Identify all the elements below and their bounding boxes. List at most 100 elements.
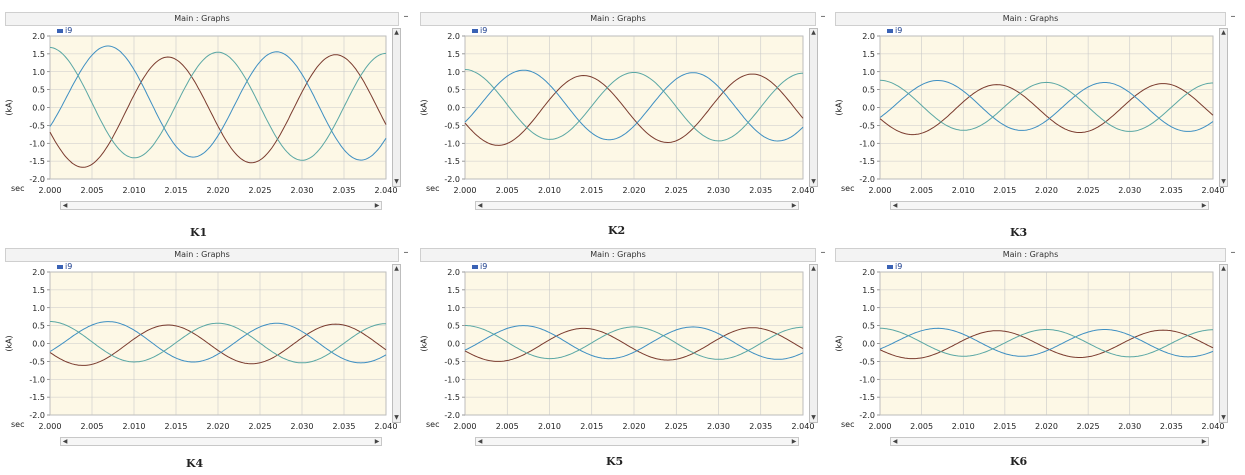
- scroll-left-icon[interactable]: ◀: [892, 438, 898, 445]
- scroll-left-icon[interactable]: ◀: [892, 202, 898, 209]
- vertical-scrollbar[interactable]: ▲ ▼: [809, 28, 818, 187]
- phase-a-line: [464, 73, 804, 146]
- x-tick-label: 2.020: [207, 422, 230, 431]
- scroll-down-icon[interactable]: ▼: [1221, 178, 1226, 185]
- scroll-right-icon[interactable]: ▶: [374, 202, 380, 209]
- horizontal-scrollbar[interactable]: ◀ ▶: [890, 201, 1209, 210]
- x-tick-label: 2.030: [707, 422, 730, 431]
- x-axis-unit: sec: [11, 184, 25, 193]
- panel-title: Main : Graphs: [5, 12, 399, 26]
- x-tick-label: 2.010: [952, 186, 975, 195]
- legend-swatch-icon: [887, 28, 893, 33]
- x-tick-label: 2.025: [665, 186, 688, 195]
- y-tick-label: -0.5: [29, 357, 45, 366]
- x-tick-label: 2.010: [123, 186, 146, 195]
- scroll-down-icon[interactable]: ▼: [811, 178, 816, 185]
- x-tick-label: 2.020: [623, 422, 646, 431]
- scroll-left-icon[interactable]: ◀: [477, 438, 483, 445]
- y-tick-label: 0.5: [862, 86, 875, 95]
- scroll-right-icon[interactable]: ▶: [374, 438, 380, 445]
- scroll-left-icon[interactable]: ◀: [62, 438, 68, 445]
- minimize-button[interactable]: –: [403, 11, 409, 22]
- y-tick-label: 2.0: [32, 268, 45, 277]
- scroll-down-icon[interactable]: ▼: [811, 414, 816, 421]
- vertical-scrollbar[interactable]: ▲ ▼: [392, 264, 401, 423]
- vertical-scrollbar[interactable]: ▲ ▼: [809, 264, 818, 423]
- y-tick-label: -2.0: [444, 411, 460, 420]
- scroll-up-icon[interactable]: ▲: [1221, 265, 1226, 272]
- x-tick-label: 2.040: [792, 422, 815, 431]
- y-tick-label: 2.0: [447, 268, 460, 277]
- vertical-scrollbar[interactable]: ▲ ▼: [1219, 28, 1228, 187]
- y-tick-label: -1.0: [444, 139, 460, 148]
- line-chart-5: 2.0 1.5 1.0 0.5 0.0 -0.5 -1.0 -1.5 -2.0 2.000 2.00…: [426, 268, 815, 431]
- phase-b-line: [464, 69, 804, 142]
- y-tick-label: 1.0: [32, 68, 45, 77]
- x-tick-label: 2.025: [249, 186, 272, 195]
- y-tick-label: 2.0: [862, 32, 875, 41]
- x-tick-label: 2.010: [538, 422, 561, 431]
- legend: i9: [472, 26, 487, 35]
- legend-label: i9: [895, 26, 903, 35]
- legend-swatch-icon: [887, 264, 893, 269]
- scroll-down-icon[interactable]: ▼: [394, 178, 399, 185]
- x-tick-label: 2.005: [910, 186, 933, 195]
- scroll-left-icon[interactable]: ◀: [477, 202, 483, 209]
- y-tick-label: -0.5: [444, 121, 460, 130]
- phase-c-line: [464, 69, 803, 142]
- y-tick-label: 1.0: [862, 304, 875, 313]
- legend-label: i9: [480, 26, 488, 35]
- x-tick-label: 2.000: [39, 186, 62, 195]
- y-tick-label: 1.0: [32, 304, 45, 313]
- y-tick-label: -1.5: [859, 393, 875, 402]
- minimize-button[interactable]: –: [1230, 247, 1236, 258]
- scroll-left-icon[interactable]: ◀: [62, 202, 68, 209]
- scroll-down-icon[interactable]: ▼: [394, 414, 399, 421]
- x-tick-label: 2.005: [496, 422, 519, 431]
- scroll-up-icon[interactable]: ▲: [394, 265, 399, 272]
- x-tick-label: 2.040: [375, 186, 398, 195]
- phase-c-line: [50, 321, 386, 364]
- scroll-up-icon[interactable]: ▲: [811, 265, 816, 272]
- y-tick-label: -2.0: [859, 411, 875, 420]
- horizontal-scrollbar[interactable]: ◀ ▶: [475, 437, 799, 446]
- horizontal-scrollbar[interactable]: ◀ ▶: [475, 201, 799, 210]
- chart-caption: K2: [608, 224, 626, 237]
- horizontal-scrollbar[interactable]: ◀ ▶: [60, 201, 382, 210]
- vertical-scrollbar[interactable]: ▲ ▼: [392, 28, 401, 187]
- phase-c-line: [879, 79, 1213, 132]
- x-tick-label: 2.040: [1202, 186, 1225, 195]
- x-tick-label: 2.015: [165, 422, 188, 431]
- phase-a-line: [879, 83, 1214, 136]
- scroll-up-icon[interactable]: ▲: [811, 29, 816, 36]
- scroll-right-icon[interactable]: ▶: [791, 202, 797, 209]
- scroll-right-icon[interactable]: ▶: [1201, 438, 1207, 445]
- minimize-button[interactable]: –: [1230, 11, 1236, 22]
- x-tick-label: 2.040: [1202, 422, 1225, 431]
- legend-swatch-icon: [472, 264, 478, 269]
- vertical-scrollbar[interactable]: ▲ ▼: [1219, 264, 1228, 423]
- horizontal-scrollbar[interactable]: ◀ ▶: [890, 437, 1209, 446]
- x-tick-label: 2.005: [496, 186, 519, 195]
- x-tick-label: 2.010: [538, 186, 561, 195]
- y-tick-label: 1.0: [447, 68, 460, 77]
- y-tick-label: 1.5: [447, 286, 460, 295]
- scroll-up-icon[interactable]: ▲: [1221, 29, 1226, 36]
- y-tick-label: 0.5: [32, 86, 45, 95]
- scroll-right-icon[interactable]: ▶: [791, 438, 797, 445]
- y-tick-label: 0.0: [862, 340, 875, 349]
- scroll-down-icon[interactable]: ▼: [1221, 414, 1226, 421]
- minimize-button[interactable]: –: [820, 247, 826, 258]
- legend-swatch-icon: [472, 28, 478, 33]
- y-tick-label: 0.0: [447, 340, 460, 349]
- scroll-right-icon[interactable]: ▶: [1201, 202, 1207, 209]
- y-tick-label: -1.0: [29, 139, 45, 148]
- horizontal-scrollbar[interactable]: ◀ ▶: [60, 437, 382, 446]
- minimize-button[interactable]: –: [820, 11, 826, 22]
- minimize-button[interactable]: –: [403, 247, 409, 258]
- x-tick-label: 2.035: [333, 422, 356, 431]
- scroll-up-icon[interactable]: ▲: [394, 29, 399, 36]
- x-tick-label: 2.005: [81, 186, 104, 195]
- x-tick-label: 2.035: [749, 422, 772, 431]
- x-tick-label: 2.020: [1035, 422, 1058, 431]
